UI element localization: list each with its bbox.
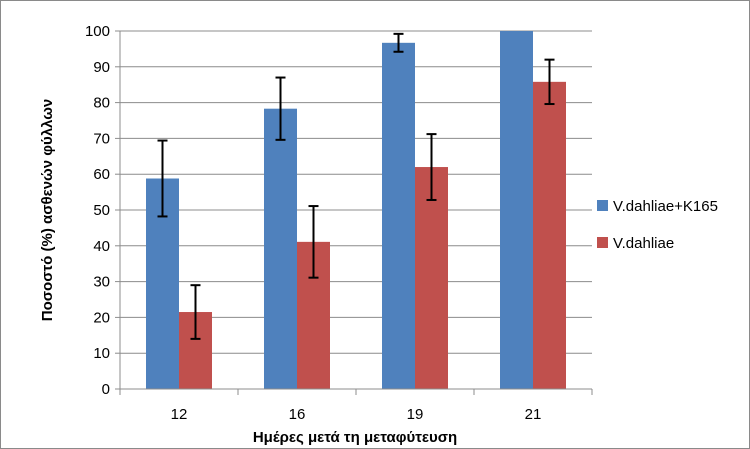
y-tick-label: 0 (102, 381, 110, 398)
bar (415, 167, 448, 389)
x-tick-label: 16 (289, 406, 306, 423)
error-bars (157, 32, 555, 340)
y-axis-title: Ποσοστό (%) ασθενών φύλλων (39, 99, 56, 321)
y-tick-label: 90 (93, 59, 110, 76)
bar (500, 31, 533, 389)
x-axis-title: Ημέρες μετά τη μεταφύτευση (253, 429, 457, 446)
y-tick-label: 50 (93, 202, 110, 219)
y-tick-label: 20 (93, 309, 110, 326)
y-tick-label: 70 (93, 130, 110, 147)
x-tick-labels: 12 16 19 21 (171, 406, 542, 423)
y-tick-label: 10 (93, 345, 110, 362)
y-tick-label: 80 (93, 95, 110, 112)
legend-swatch (597, 237, 608, 248)
y-tick-label: 60 (93, 166, 110, 183)
x-tick-label: 12 (171, 406, 188, 423)
y-tick-label: 100 (85, 23, 110, 40)
y-tick-labels: 0 10 20 30 40 50 60 70 80 90 100 (85, 23, 110, 398)
y-tick-label: 40 (93, 238, 110, 255)
x-tick-label: 19 (407, 406, 424, 423)
legend: V.dahliae+K165 V.dahliae (597, 198, 718, 252)
legend-label: V.dahliae (613, 235, 674, 252)
bar (264, 108, 297, 389)
y-tick-label: 30 (93, 274, 110, 291)
bar (533, 81, 566, 389)
axes (115, 30, 593, 395)
x-tick-label: 21 (525, 406, 542, 423)
legend-swatch (597, 200, 608, 211)
bar (382, 42, 415, 390)
legend-label: V.dahliae+K165 (613, 198, 718, 215)
